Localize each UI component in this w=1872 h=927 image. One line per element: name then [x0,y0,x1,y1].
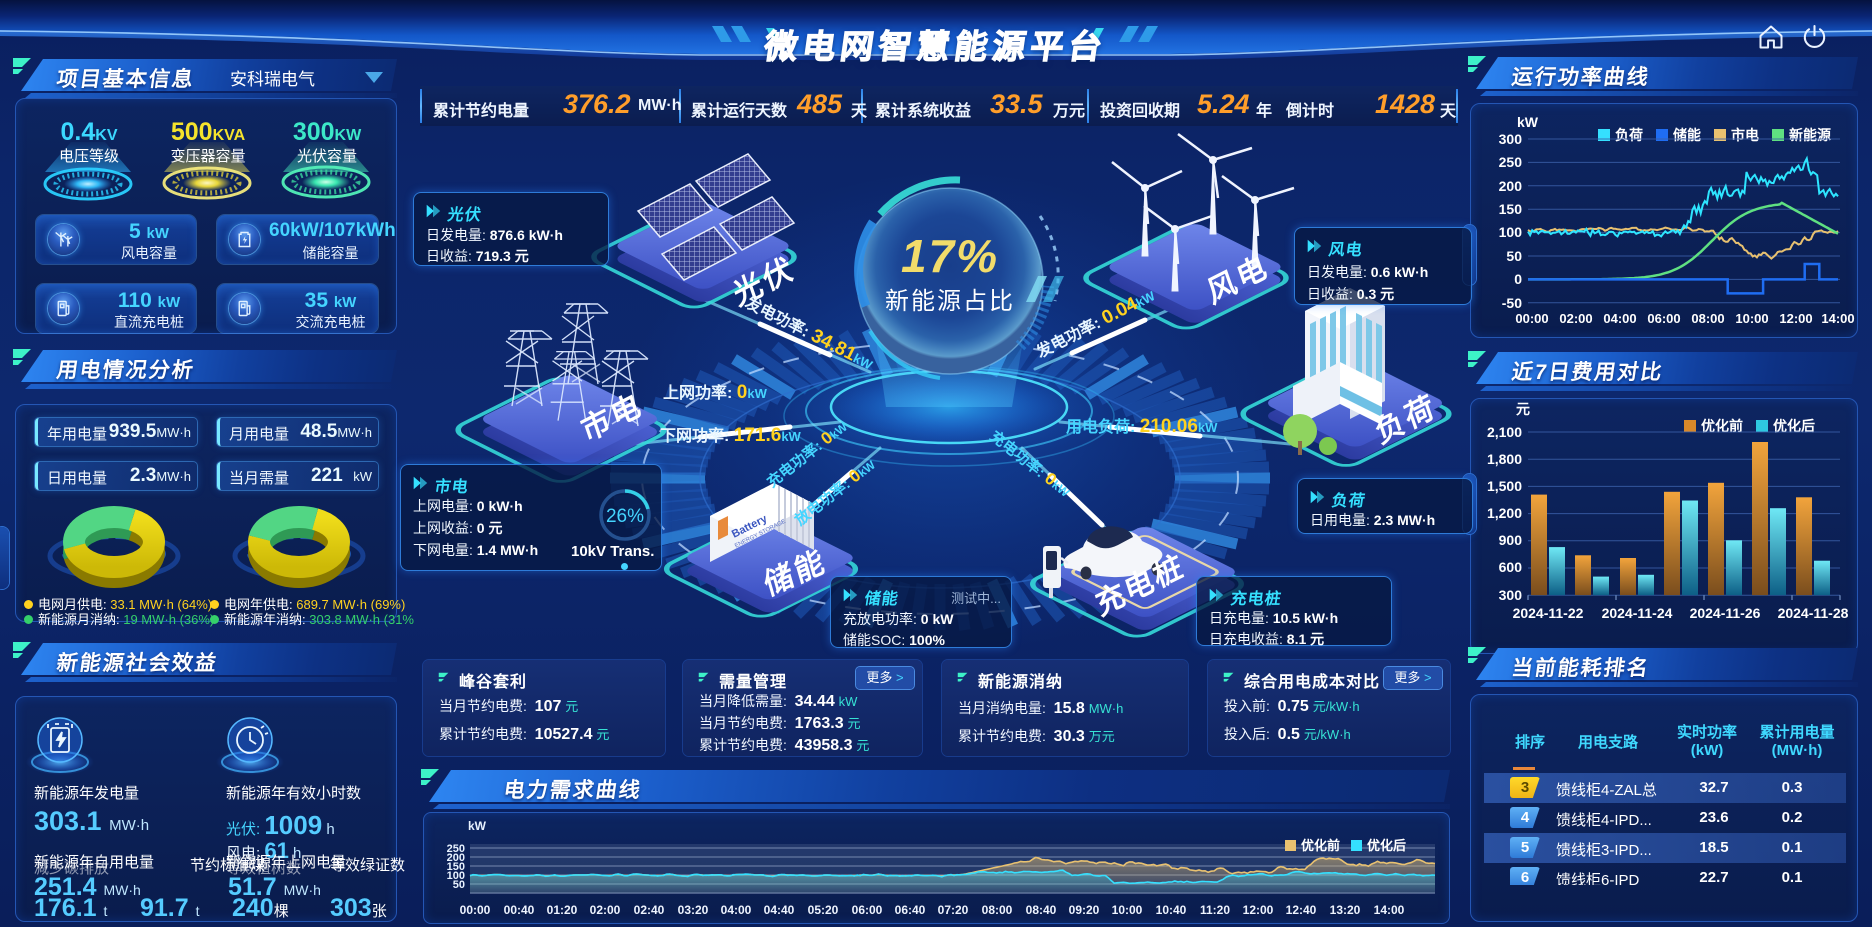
svg-text:2024-11-26: 2024-11-26 [1690,605,1761,621]
svg-text:2,100: 2,100 [1487,424,1522,440]
svg-text:用电负荷: 210.06kW: 用电负荷: 210.06kW [1066,416,1218,437]
svg-text:1,200: 1,200 [1487,505,1522,521]
svg-text:新能源: 新能源 [1789,127,1831,143]
svg-text:600: 600 [1499,559,1523,575]
svg-text:08:40: 08:40 [1026,903,1057,917]
svg-text:06:00: 06:00 [1647,311,1680,326]
svg-text:2024-11-22: 2024-11-22 [1513,605,1584,621]
svg-text:13:20: 13:20 [1330,903,1361,917]
svg-text:1,800: 1,800 [1487,451,1522,467]
svg-text:05:20: 05:20 [808,903,839,917]
svg-text:06:40: 06:40 [895,903,926,917]
svg-text:优化前: 优化前 [1301,838,1340,853]
svg-text:08:00: 08:00 [982,903,1013,917]
svg-text:02:00: 02:00 [1559,311,1592,326]
svg-text:100: 100 [1499,224,1523,240]
svg-text:150: 150 [1499,201,1523,217]
svg-text:优化后: 优化后 [1773,418,1815,434]
svg-text:03:20: 03:20 [678,903,709,917]
svg-text:下网功率: 171.6kW: 下网功率: 171.6kW [660,425,802,446]
svg-text:储能: 储能 [1672,127,1701,143]
svg-text:04:40: 04:40 [764,903,795,917]
svg-text:250: 250 [1499,154,1523,170]
svg-text:10:40: 10:40 [1156,903,1187,917]
svg-text:优化前: 优化前 [1701,418,1743,434]
svg-text:00:00: 00:00 [1515,311,1548,326]
svg-text:08:00: 08:00 [1691,311,1724,326]
svg-text:负荷: 负荷 [1615,127,1643,143]
svg-text:06:00: 06:00 [852,903,883,917]
svg-text:2024-11-24: 2024-11-24 [1602,605,1673,621]
svg-text:50: 50 [453,879,465,891]
svg-text:01:20: 01:20 [547,903,578,917]
svg-text:新能源占比: 新能源占比 [885,288,1015,315]
svg-text:250: 250 [447,843,465,855]
svg-text:市电: 市电 [1731,127,1759,143]
svg-text:26%: 26% [606,506,644,527]
svg-text:02:00: 02:00 [590,903,621,917]
svg-text:04:00: 04:00 [721,903,752,917]
svg-text:10:00: 10:00 [1735,311,1768,326]
svg-text:12:40: 12:40 [1286,903,1317,917]
svg-text:-50: -50 [1502,295,1522,311]
svg-text:04:00: 04:00 [1603,311,1636,326]
svg-text:02:40: 02:40 [634,903,665,917]
svg-text:300: 300 [1499,131,1523,147]
svg-text:900: 900 [1499,532,1523,548]
svg-text:优化后: 优化后 [1367,838,1406,853]
svg-text:09:20: 09:20 [1069,903,1100,917]
svg-text:1,500: 1,500 [1487,478,1522,494]
svg-text:kW: kW [468,819,487,833]
svg-text:12:00: 12:00 [1243,903,1274,917]
svg-text:300: 300 [1499,587,1523,603]
svg-text:150: 150 [447,861,465,873]
svg-text:100: 100 [447,870,465,882]
svg-text:元: 元 [1516,401,1530,417]
svg-text:0: 0 [1514,271,1522,287]
svg-text:07:20: 07:20 [938,903,969,917]
svg-text:上网功率: 0kW: 上网功率: 0kW [663,382,768,403]
svg-text:12:00: 12:00 [1779,311,1812,326]
svg-text:50: 50 [1506,248,1522,264]
svg-text:2024-11-28: 2024-11-28 [1778,605,1849,621]
svg-text:00:00: 00:00 [460,903,491,917]
svg-text:200: 200 [1499,178,1523,194]
svg-text:10:00: 10:00 [1112,903,1143,917]
svg-text:00:40: 00:40 [504,903,535,917]
svg-text:14:00: 14:00 [1374,903,1405,917]
svg-text:kW: kW [1517,114,1539,130]
svg-text:11:20: 11:20 [1200,903,1230,917]
svg-text:17%: 17% [901,230,999,282]
svg-text:14:00: 14:00 [1821,311,1854,326]
svg-text:200: 200 [447,852,465,864]
